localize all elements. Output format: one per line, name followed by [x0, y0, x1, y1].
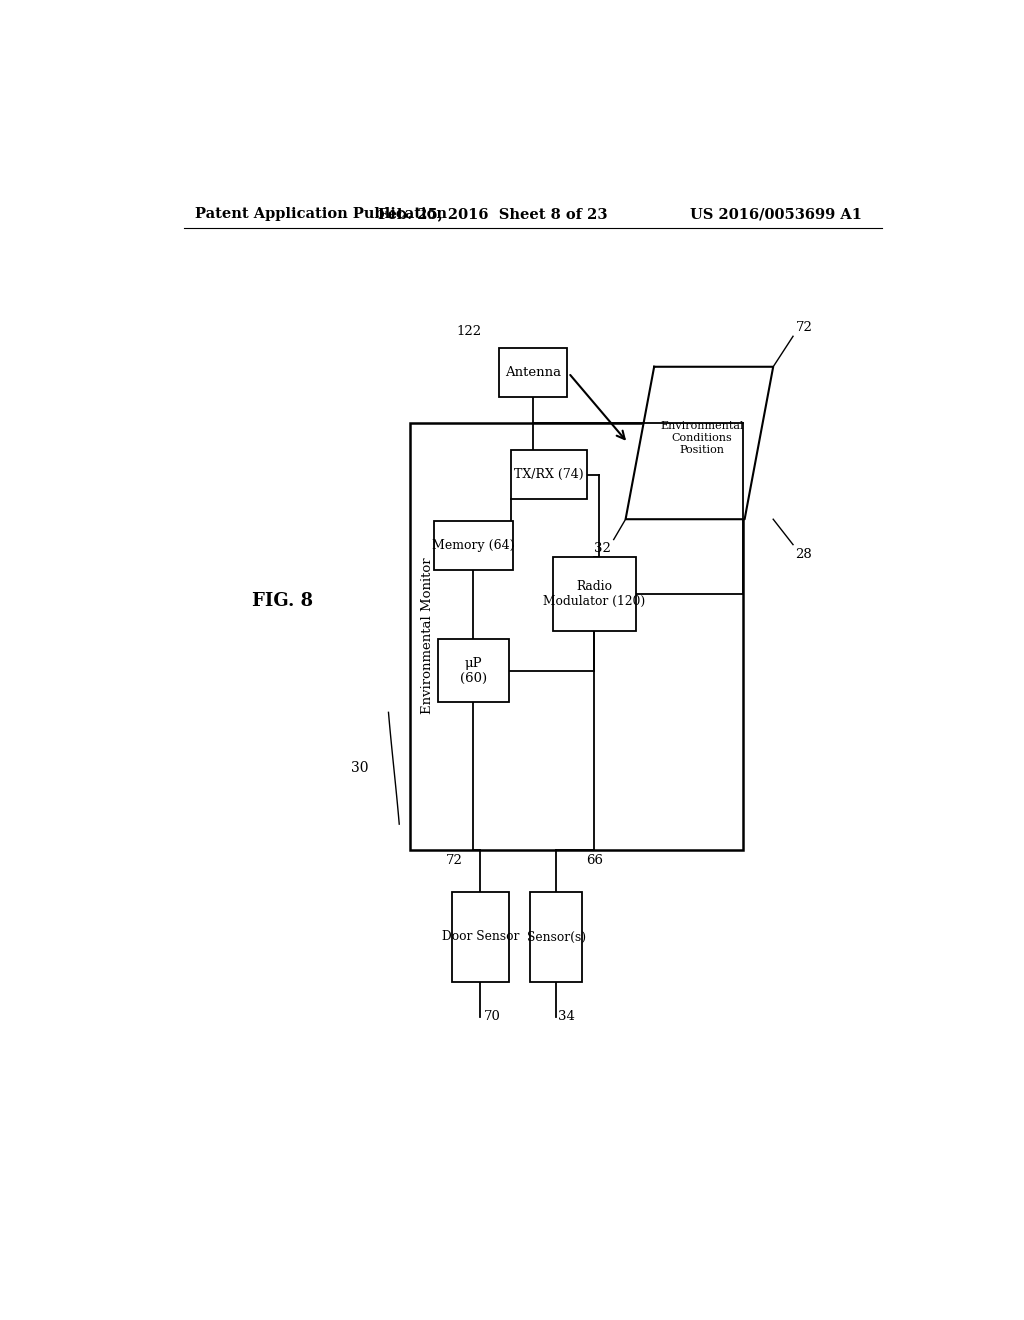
Text: 72: 72: [796, 321, 812, 334]
Bar: [410, 422, 743, 850]
Bar: [437, 639, 509, 702]
Text: 66: 66: [586, 854, 603, 867]
Text: 32: 32: [594, 541, 611, 554]
Text: Radio
Modulator (120): Radio Modulator (120): [543, 579, 645, 609]
Text: Door Sensor: Door Sensor: [441, 931, 519, 944]
Text: Memory (64): Memory (64): [432, 539, 514, 552]
Text: Patent Application Publication: Patent Application Publication: [196, 207, 447, 222]
Text: 122: 122: [457, 325, 482, 338]
Bar: [452, 892, 509, 982]
Bar: [500, 348, 567, 397]
Bar: [433, 521, 513, 570]
Text: 28: 28: [796, 548, 812, 561]
Text: 30: 30: [351, 762, 369, 775]
Text: 72: 72: [445, 854, 462, 867]
Text: Antenna: Antenna: [505, 367, 561, 379]
Text: Sensor(s): Sensor(s): [526, 931, 586, 944]
Bar: [553, 557, 636, 631]
Bar: [530, 892, 582, 982]
Text: TX/RX (74): TX/RX (74): [514, 469, 584, 480]
Text: Environmental Monitor: Environmental Monitor: [421, 558, 434, 714]
Text: FIG. 8: FIG. 8: [252, 591, 313, 610]
Text: μP
(60): μP (60): [460, 656, 486, 685]
Text: US 2016/0053699 A1: US 2016/0053699 A1: [690, 207, 862, 222]
Text: Feb. 25, 2016  Sheet 8 of 23: Feb. 25, 2016 Sheet 8 of 23: [378, 207, 608, 222]
Text: 34: 34: [558, 1010, 574, 1023]
Text: Environmental
Conditions
Position: Environmental Conditions Position: [660, 421, 743, 454]
Text: 70: 70: [484, 1010, 501, 1023]
Polygon shape: [626, 367, 773, 519]
Bar: [511, 450, 587, 499]
